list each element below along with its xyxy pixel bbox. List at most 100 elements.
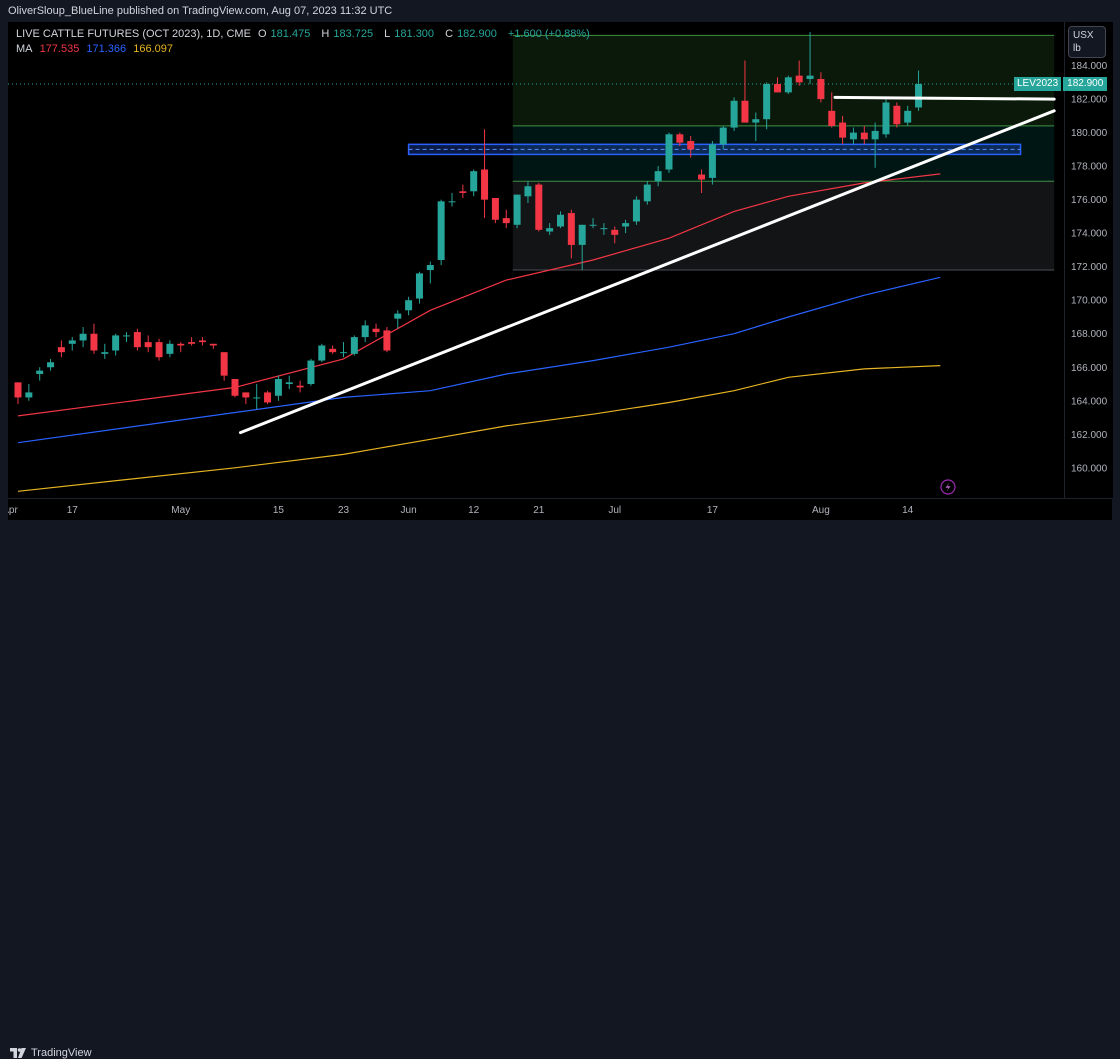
candle bbox=[481, 129, 489, 219]
candle-body bbox=[14, 382, 22, 398]
moving-average-1 bbox=[17, 173, 941, 417]
candle bbox=[340, 342, 347, 358]
candle bbox=[806, 32, 814, 85]
candle-body bbox=[763, 84, 771, 120]
candle-body bbox=[166, 343, 174, 354]
price-tick-label: 162.000 bbox=[1071, 430, 1108, 441]
price-tick-label: 160.000 bbox=[1071, 463, 1108, 474]
candle-body bbox=[535, 184, 543, 230]
candle-body bbox=[394, 313, 402, 319]
chart-pane[interactable]: LIVE CATTLE FUTURES (OCT 2023), 1D, CME … bbox=[8, 22, 1064, 498]
candle bbox=[828, 92, 836, 128]
candle bbox=[676, 132, 684, 147]
candle bbox=[372, 323, 380, 338]
candle-body bbox=[622, 223, 630, 227]
candle-body bbox=[264, 392, 272, 403]
legend-symbol-line: LIVE CATTLE FUTURES (OCT 2023), 1D, CME … bbox=[16, 28, 594, 40]
tradingview-logo-icon bbox=[10, 1048, 26, 1058]
candle bbox=[502, 209, 510, 229]
candle bbox=[383, 327, 391, 353]
candle bbox=[57, 340, 65, 358]
candle bbox=[719, 125, 727, 150]
time-tick-label: 15 bbox=[273, 505, 285, 516]
candle-body bbox=[719, 127, 727, 145]
lightning-icon-bolt bbox=[945, 482, 951, 492]
unit-selector[interactable]: USX lb bbox=[1068, 26, 1106, 58]
candle bbox=[307, 358, 315, 386]
candle bbox=[415, 271, 423, 304]
candle-body bbox=[632, 199, 640, 222]
price-chart[interactable] bbox=[8, 22, 1064, 498]
candle-body bbox=[177, 343, 185, 346]
candle bbox=[47, 358, 55, 371]
candle-body bbox=[426, 265, 434, 271]
time-tick-label: 17 bbox=[67, 505, 79, 516]
price-tick-label: 164.000 bbox=[1071, 396, 1108, 407]
candle-body bbox=[687, 141, 695, 150]
price-tick-label: 174.000 bbox=[1071, 229, 1108, 240]
candle bbox=[329, 345, 337, 354]
lightning-icon bbox=[940, 479, 956, 495]
price-axis[interactable]: 160.000 162.000 164.000 166.000 168.000 170.0… bbox=[1064, 22, 1113, 498]
candle bbox=[849, 127, 857, 145]
candle bbox=[491, 197, 499, 224]
last-price-value: 182.900 bbox=[1063, 77, 1108, 91]
candle-body bbox=[817, 78, 825, 100]
candle-body bbox=[47, 362, 55, 368]
price-tick-label: 172.000 bbox=[1071, 262, 1108, 273]
candle bbox=[860, 125, 868, 145]
candle bbox=[600, 223, 608, 235]
brand-name: TradingView bbox=[31, 1047, 92, 1059]
time-tick-label: Aug bbox=[812, 505, 830, 516]
candle-body bbox=[350, 337, 358, 354]
candle-body bbox=[708, 144, 716, 178]
candle-body bbox=[557, 214, 564, 227]
price-axis-scale[interactable]: 160.000 162.000 164.000 166.000 168.000 170.0… bbox=[1065, 22, 1113, 498]
time-axis-scale[interactable]: Apr 17 May 15 23 Jun 12 21 Jul 17 Aug 14 bbox=[2, 499, 1112, 521]
candle bbox=[79, 327, 87, 348]
footer-bar: TradingView bbox=[0, 520, 1120, 1059]
candle bbox=[632, 196, 640, 225]
candle bbox=[90, 323, 98, 354]
candle bbox=[578, 224, 586, 271]
candle bbox=[513, 194, 521, 229]
candle-body bbox=[567, 213, 575, 245]
range-zone-lower bbox=[512, 181, 1055, 271]
candle bbox=[698, 169, 706, 193]
candle bbox=[437, 199, 445, 266]
range-zone-middle bbox=[512, 125, 1055, 182]
time-tick-label: Jun bbox=[401, 505, 417, 516]
candle bbox=[915, 70, 923, 111]
candle-body bbox=[253, 397, 261, 399]
candle-body bbox=[101, 352, 109, 354]
candle bbox=[839, 115, 847, 145]
legend-ma-2: 171.366 bbox=[86, 43, 127, 55]
candle bbox=[405, 296, 413, 316]
time-tick-label: 12 bbox=[468, 505, 480, 516]
candle-body bbox=[68, 340, 76, 344]
candle bbox=[123, 332, 130, 343]
unit-currency: USX bbox=[1073, 30, 1094, 41]
candle-body bbox=[871, 130, 879, 140]
candle bbox=[155, 338, 163, 361]
candle bbox=[318, 343, 326, 363]
left-frame bbox=[0, 22, 8, 520]
candle-body bbox=[90, 333, 98, 351]
time-axis[interactable]: Apr 17 May 15 23 Jun 12 21 Jul 17 Aug 14 bbox=[2, 498, 1112, 521]
last-price-symbol: LEV2023 bbox=[1014, 77, 1062, 91]
candle bbox=[589, 218, 597, 229]
tradingview-brand[interactable]: TradingView bbox=[10, 1047, 92, 1059]
candle bbox=[654, 166, 662, 187]
candle-body bbox=[784, 77, 792, 93]
candle-body bbox=[36, 370, 44, 374]
candle bbox=[242, 392, 250, 405]
legend-high: H 183.725 bbox=[321, 28, 374, 40]
candle-body bbox=[437, 201, 445, 260]
candle-body bbox=[665, 134, 673, 170]
price-tick-label: 178.000 bbox=[1071, 162, 1108, 173]
candle bbox=[209, 343, 217, 349]
candle-body bbox=[481, 169, 489, 200]
candle-body bbox=[643, 184, 651, 202]
candle bbox=[177, 342, 185, 353]
candle-body bbox=[600, 228, 608, 230]
